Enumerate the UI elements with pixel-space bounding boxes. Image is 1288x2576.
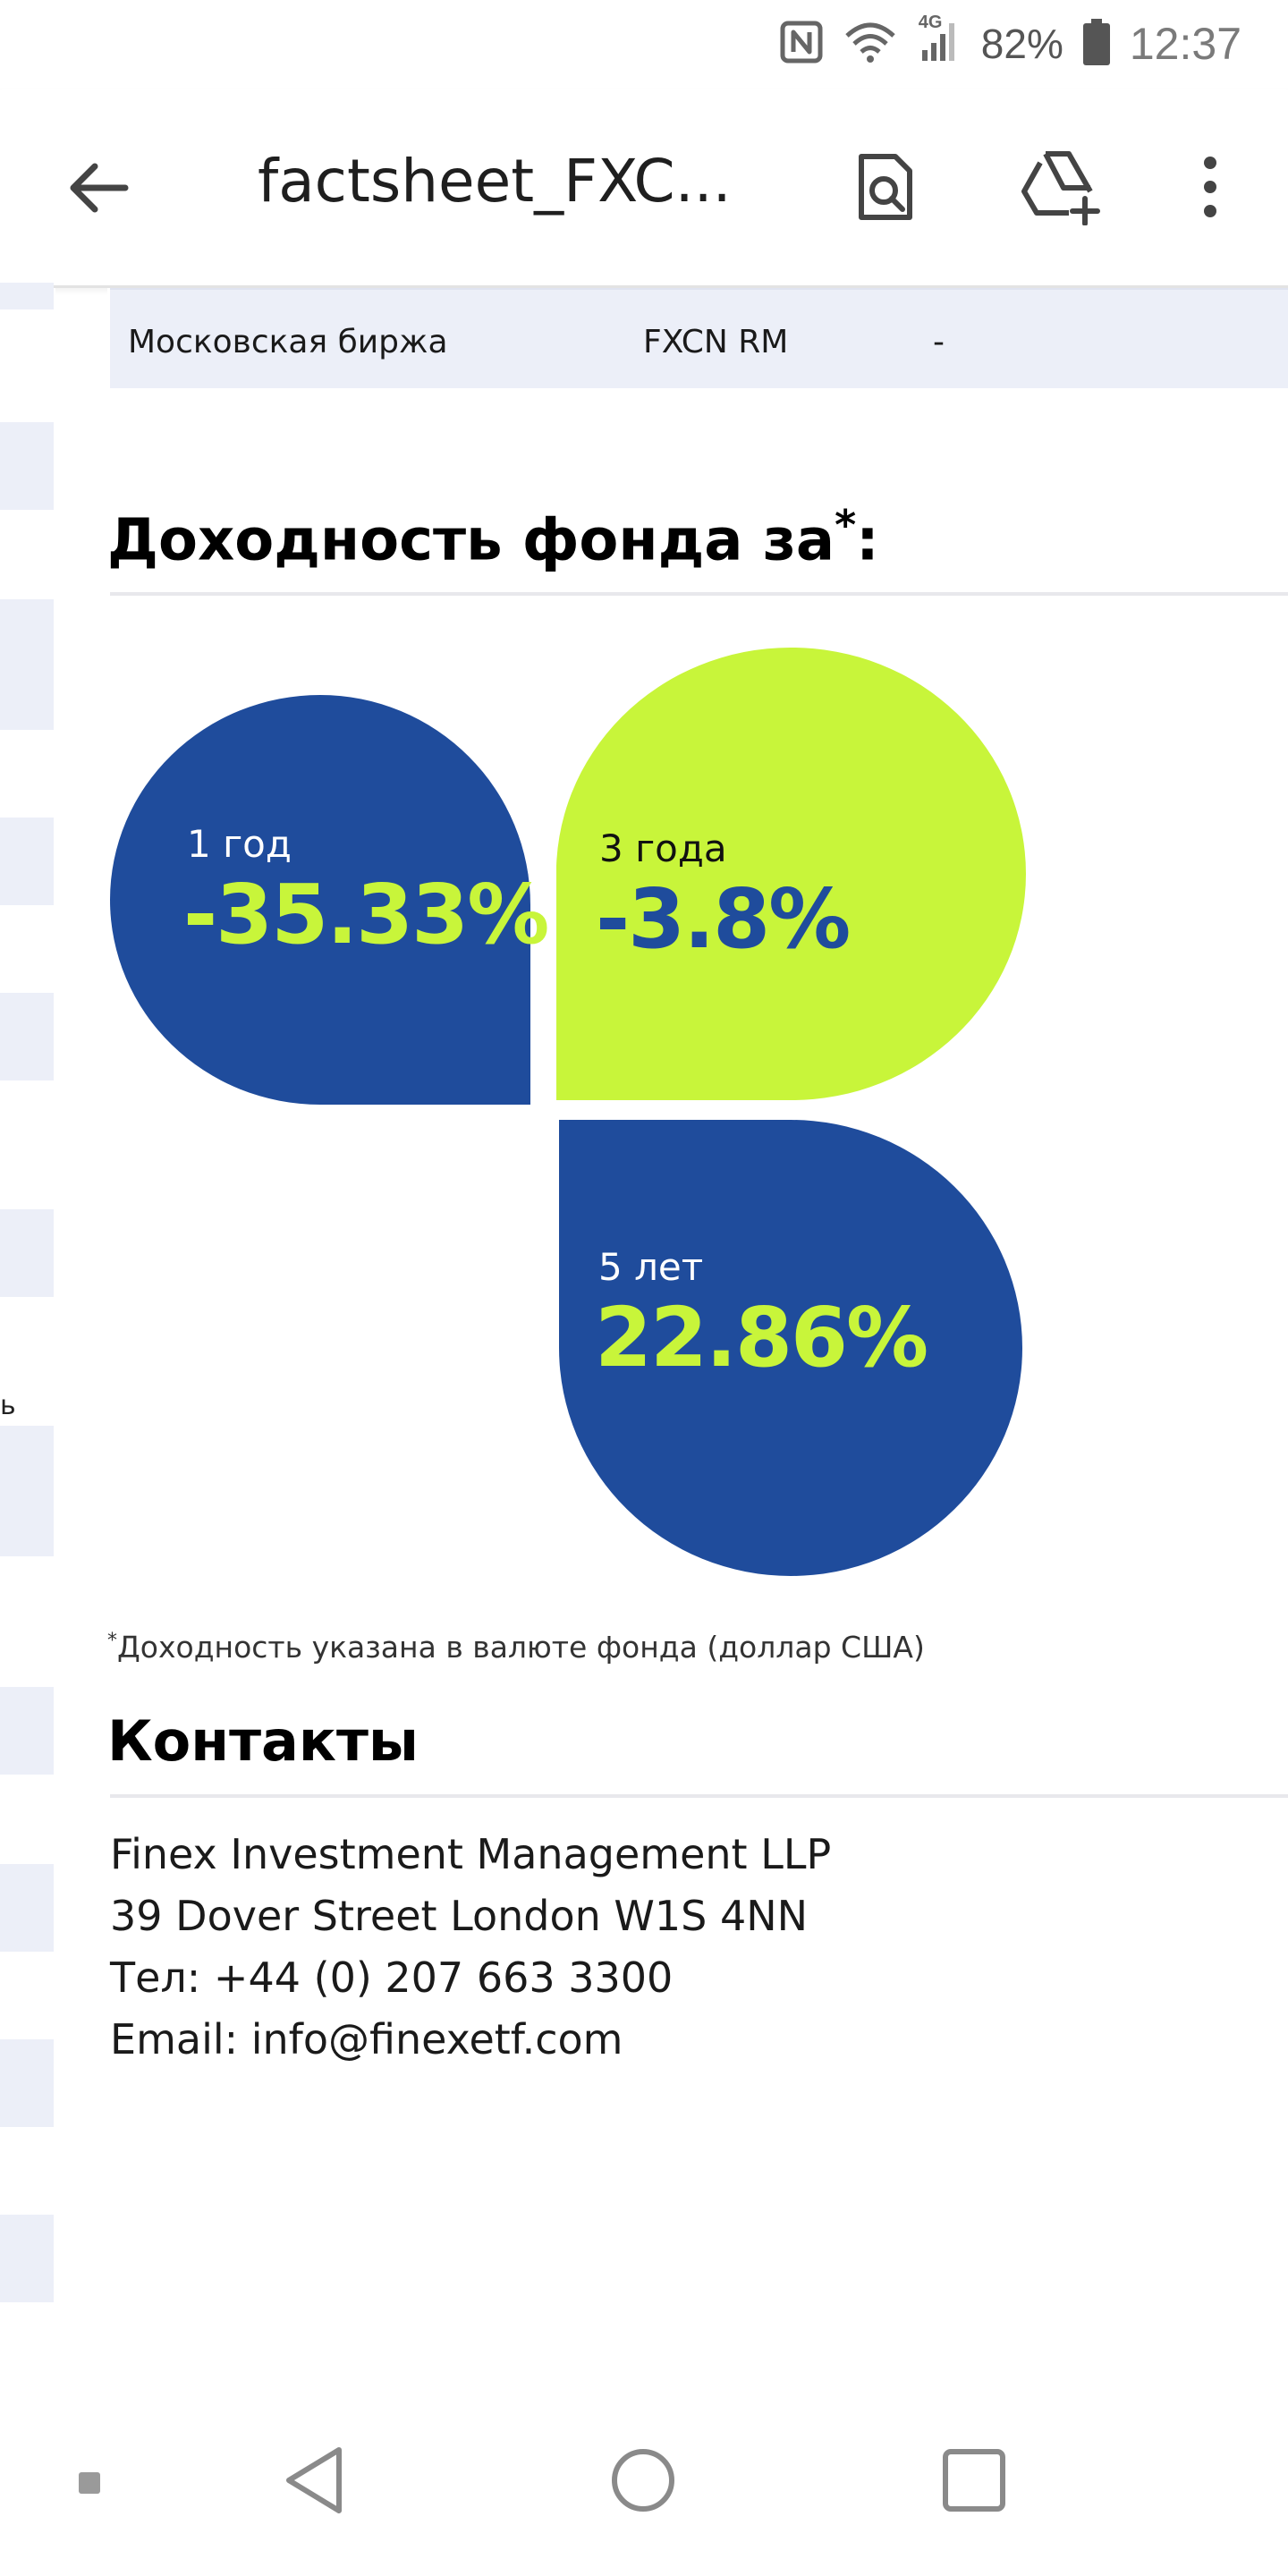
left-page-row — [0, 1209, 54, 1297]
returns-title-colon: : — [856, 507, 879, 574]
footnote-mark: * — [107, 1630, 117, 1652]
nfc-icon — [779, 20, 824, 68]
add-to-drive-button[interactable] — [1013, 138, 1111, 236]
home-circle-icon — [612, 2449, 674, 2512]
status-bar: 4G 82% 12:37 — [0, 0, 1288, 89]
return-value-3-years: -3.8% — [596, 871, 851, 967]
petal-shape-navy — [110, 695, 530, 1105]
returns-title-rule — [110, 592, 1288, 596]
network-type-label: 4G — [918, 13, 943, 32]
recents-square-icon — [943, 2449, 1005, 2512]
footnote-text: Доходность указана в валюте фонда (долла… — [117, 1630, 925, 1665]
wifi-icon — [843, 20, 897, 68]
petal-shape-navy — [559, 1120, 1022, 1576]
return-label-1-year: 1 год — [187, 822, 292, 866]
left-page-edge-text: ь — [0, 1390, 16, 1421]
back-button[interactable] — [54, 143, 143, 233]
more-vert-icon — [1204, 157, 1216, 217]
returns-title: Доходность фонда за*: — [107, 501, 879, 573]
exchange-ticker: FXCN RM — [643, 324, 789, 360]
nav-recents-button[interactable] — [925, 2431, 1023, 2529]
left-page-row — [0, 422, 54, 510]
contact-phone[interactable]: Тел: +44 (0) 207 663 3300 — [110, 1953, 674, 2002]
status-time: 12:37 — [1129, 19, 1241, 69]
system-nav-bar — [0, 2386, 1288, 2576]
petal-shape-lime — [555, 647, 1026, 1101]
returns-title-text: Доходность фонда за — [107, 507, 835, 574]
exchange-name: Московская биржа — [128, 324, 448, 360]
document-title: factsheet_FXC... — [258, 147, 732, 216]
nav-indicator-dot — [79, 2472, 100, 2494]
back-triangle-icon — [286, 2447, 342, 2513]
pdf-page[interactable]: Московская биржа FXCN RM - Доходность фо… — [107, 288, 1288, 2386]
contact-company: Finex Investment Management LLP — [110, 1830, 832, 1878]
battery-percent: 82% — [980, 21, 1063, 67]
arrow-back-icon — [70, 163, 129, 213]
left-page-row — [0, 1426, 54, 1556]
return-value-1-year: -35.33% — [183, 867, 549, 962]
nav-home-button[interactable] — [594, 2431, 692, 2529]
returns-title-mark: * — [835, 501, 857, 549]
add-to-drive-icon — [1021, 151, 1100, 225]
find-in-document-button[interactable] — [836, 138, 935, 236]
listing-table-row: Московская биржа FXCN RM - — [110, 288, 1288, 388]
left-page-row — [0, 1864, 54, 1952]
return-label-5-years: 5 лет — [598, 1245, 704, 1289]
contact-address: 39 Dover Street London W1S 4NN — [110, 1892, 809, 1940]
battery-icon — [1082, 19, 1110, 69]
left-page-row — [0, 283, 54, 309]
left-page-row — [0, 1687, 54, 1775]
left-page-row — [0, 993, 54, 1080]
left-page-row — [0, 818, 54, 905]
return-label-3-years: 3 года — [599, 826, 727, 870]
nav-back-button[interactable] — [265, 2431, 363, 2529]
find-in-document-icon — [859, 154, 912, 220]
left-page-row — [0, 599, 54, 730]
left-page-row — [0, 2039, 54, 2127]
returns-footnote: *Доходность указана в валюте фонда (долл… — [107, 1630, 925, 1665]
left-page-row — [0, 2215, 54, 2302]
status-icons: 4G 82% 12:37 — [779, 13, 1241, 75]
return-petal-5-years: 5 лет 22.86% — [559, 1120, 1022, 1576]
more-options-button[interactable] — [1161, 138, 1259, 236]
contact-email[interactable]: Email: info@finexetf.com — [110, 2015, 623, 2063]
return-petal-1-year: 1 год -35.33% — [110, 695, 549, 1105]
return-petal-3-years: 3 года -3.8% — [555, 647, 1026, 1101]
app-bar: factsheet_FXC... — [0, 89, 1288, 288]
contacts-title-rule — [110, 1794, 1288, 1798]
return-value-5-years: 22.86% — [595, 1290, 928, 1385]
contacts-title: Контакты — [107, 1708, 419, 1774]
exchange-extra: - — [933, 324, 945, 360]
previous-page-edge[interactable]: ь — [0, 283, 55, 2386]
cell-signal-icon: 4G — [917, 13, 962, 68]
